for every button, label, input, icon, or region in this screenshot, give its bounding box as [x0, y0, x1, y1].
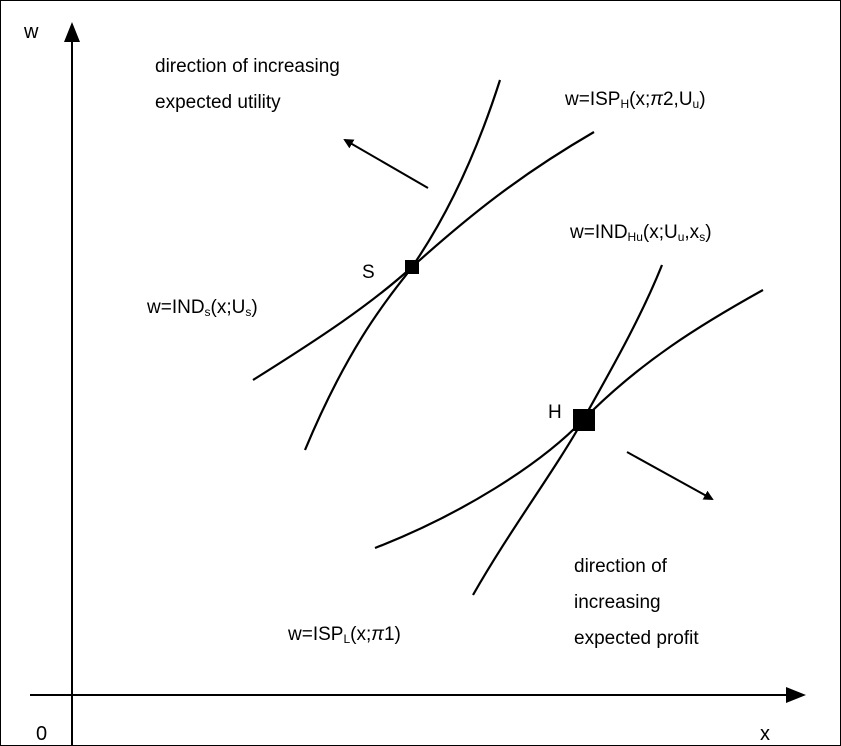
- profit-direction-arrow: [626, 451, 714, 500]
- x-axis-label: x: [760, 723, 770, 745]
- origin-label: 0: [36, 723, 47, 745]
- point-s-label: S: [362, 262, 375, 283]
- y-axis-arrowhead: [64, 22, 80, 42]
- utility-annotation-line-2: expected utility: [155, 92, 281, 113]
- isp-h-label: w=ISPH(x;π2,Uu): [564, 89, 706, 111]
- point-h-label: H: [548, 402, 562, 423]
- point-s-marker: [405, 260, 419, 274]
- profit-annotation-line-1: direction of: [574, 556, 668, 577]
- isp-h-curve: [303, 79, 502, 451]
- isp-l-curve: [472, 264, 664, 596]
- point-h-marker: [573, 409, 595, 431]
- utility-direction-arrow: [343, 138, 429, 189]
- utility-annotation-line-1: direction of increasing: [155, 56, 340, 77]
- isp-l-label: w=ISPL(x;π1): [287, 624, 401, 646]
- ind-s-curve: [252, 131, 595, 381]
- ind-hu-curve: [374, 289, 764, 550]
- profit-annotation-line-3: expected profit: [574, 628, 699, 649]
- ind-s-label: w=INDs(x;Us): [146, 297, 258, 319]
- y-axis-label: w: [23, 21, 39, 43]
- x-axis-arrowhead: [786, 687, 806, 703]
- ind-hu-label: w=INDHu(x;Uu,xs): [569, 222, 712, 244]
- profit-annotation-line-2: increasing: [574, 592, 661, 613]
